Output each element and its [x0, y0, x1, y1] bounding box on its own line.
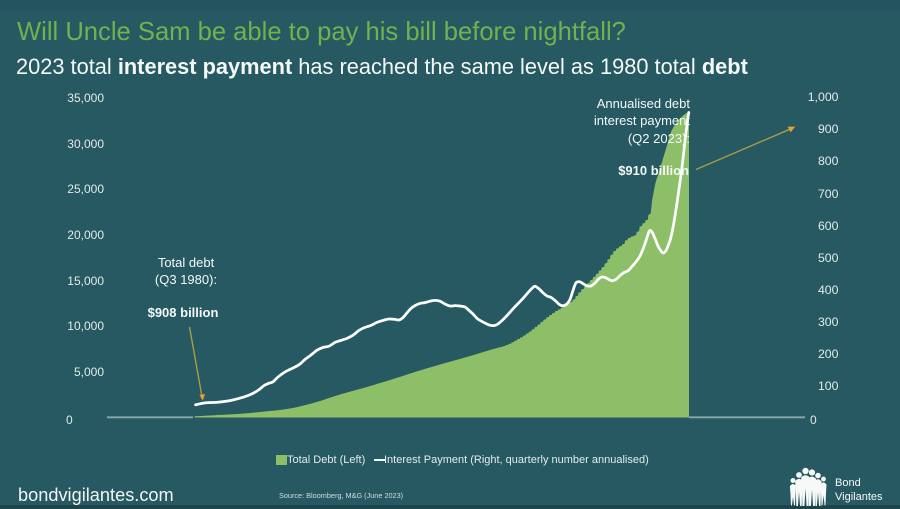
svg-text:Vigilantes: Vigilantes [835, 491, 883, 503]
svg-text:Bond: Bond [835, 477, 861, 489]
